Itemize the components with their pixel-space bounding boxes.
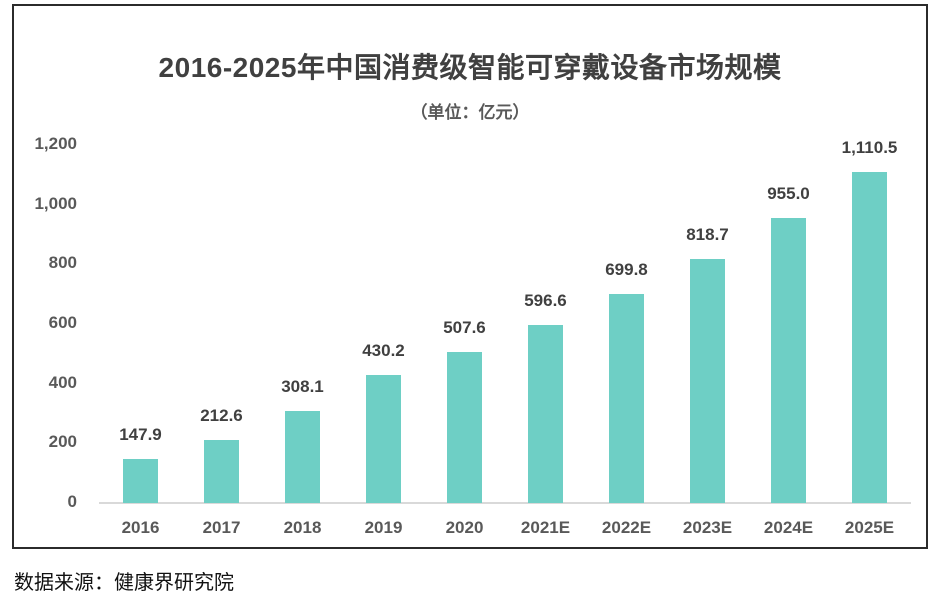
- x-axis-line: [99, 502, 911, 504]
- x-axis-label: 2023E: [682, 518, 733, 537]
- plot-area: 0 200 400 600 800 1,000 1,200 147.9 2016 212.6 201…: [14, 6, 926, 547]
- bar: [528, 325, 563, 503]
- y-axis-tick-label: 400: [48, 372, 77, 392]
- chart-subtitle: （单位：亿元）: [410, 103, 530, 122]
- x-axis-label: 2019: [364, 518, 403, 537]
- y-axis-tick-label: 600: [48, 313, 77, 332]
- bar-value-label: 147.9: [119, 424, 162, 444]
- x-axis-label: 2024E: [763, 518, 814, 537]
- bar-value-label: 212.6: [200, 405, 243, 425]
- bar: [447, 351, 482, 503]
- chart-frame: 2016-2025年中国消费级智能可穿戴设备市场规模 （单位：亿元） 0 200 4…: [12, 4, 928, 549]
- bar-value-label: 818.7: [686, 224, 729, 244]
- x-axis-label: 2016: [121, 518, 160, 537]
- x-axis-label: 2021E: [520, 518, 571, 537]
- y-axis-tick-label: 800: [48, 253, 77, 273]
- x-axis-label: 2017: [202, 518, 241, 537]
- bar-value-label: 1,110.5: [841, 137, 898, 157]
- x-axis-label: 2025E: [844, 518, 895, 537]
- bar-value-label: 596.6: [524, 291, 567, 310]
- bar: [366, 374, 401, 503]
- x-axis-label: 2020: [445, 518, 484, 537]
- bar-value-label: 699.8: [605, 260, 648, 280]
- bar-value-label: 507.6: [443, 317, 486, 337]
- bar: [204, 439, 239, 503]
- y-axis-tick-label: 1,200: [34, 134, 77, 153]
- data-source-note: 数据来源：健康界研究院: [14, 572, 234, 594]
- x-axis-label: 2022E: [601, 518, 652, 537]
- y-axis-tick-label: 0: [67, 492, 77, 511]
- bar: [690, 258, 725, 503]
- bar: [285, 411, 320, 503]
- bar: [852, 171, 887, 503]
- bar-value-label: 955.0: [767, 184, 810, 204]
- bar-value-label: 430.2: [362, 340, 405, 360]
- bar: [609, 294, 644, 503]
- bar-value-label: 308.1: [281, 377, 324, 397]
- bar: [123, 458, 158, 503]
- chart-title: 2016-2025年中国消费级智能可穿戴设备市场规模: [158, 52, 782, 83]
- y-axis-tick-label: 200: [48, 432, 77, 452]
- y-axis-tick-label: 1,000: [34, 193, 77, 213]
- bar: [771, 218, 806, 503]
- x-axis-label: 2018: [283, 518, 322, 537]
